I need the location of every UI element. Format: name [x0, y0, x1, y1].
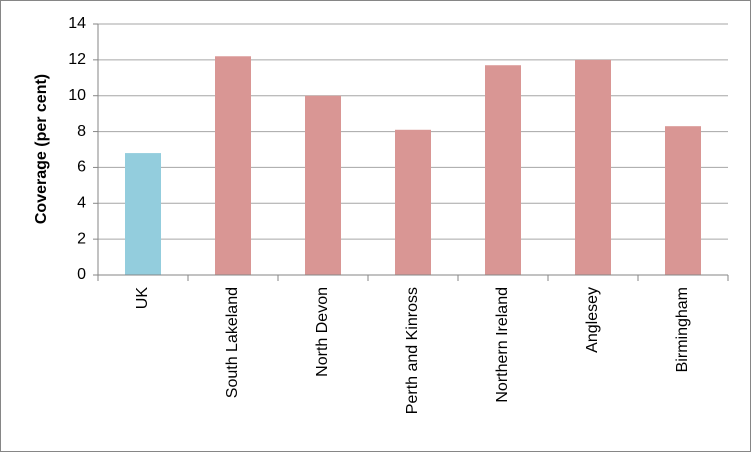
- y-tick-label: 0: [77, 266, 86, 283]
- bar: [215, 56, 251, 276]
- x-tick-label: North Devon: [314, 287, 331, 377]
- y-tick-label: 10: [68, 87, 86, 104]
- bar: [665, 126, 701, 275]
- x-tick-label: Anglesey: [584, 287, 601, 353]
- x-tick-label: Northern Ireland: [494, 287, 511, 403]
- y-tick-label: 8: [77, 123, 86, 140]
- bar: [395, 129, 431, 275]
- bar: [125, 153, 161, 275]
- x-tick-label: Birmingham: [674, 287, 691, 372]
- x-tick-label: Perth and Kinross: [404, 287, 421, 414]
- y-tick-label: 4: [77, 195, 86, 212]
- y-tick-label: 12: [68, 51, 86, 68]
- y-tick-label: 2: [77, 230, 86, 247]
- y-tick-label: 6: [77, 159, 86, 176]
- x-tick-label: South Lakeland: [224, 287, 241, 398]
- x-tick-label: UK: [134, 287, 151, 310]
- bar: [575, 59, 611, 275]
- bar: [485, 65, 521, 275]
- y-tick-label: 14: [68, 15, 86, 32]
- bar: [305, 95, 341, 275]
- y-axis-label: Coverage (per cent): [33, 74, 50, 224]
